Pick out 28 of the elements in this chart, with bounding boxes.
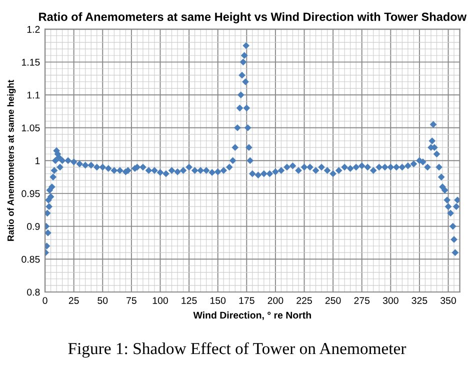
x-tick-label: 300	[382, 297, 398, 304]
y-tick-label: 0.85	[22, 256, 40, 263]
y-tick-label: 0.9	[27, 223, 40, 230]
x-tick-label: 50	[98, 297, 108, 304]
x-axis-title: Wind Direction, ° re North	[193, 311, 311, 320]
x-tick-label: 225	[296, 297, 312, 304]
x-tick-label: 0	[42, 297, 48, 304]
x-tick-label: 125	[182, 297, 197, 304]
y-tick-label: 1	[36, 157, 40, 164]
x-tick-label: 175	[239, 297, 254, 304]
chart-title: Ratio of Anemometers at same Height vs Wind Direction with Tower Shadow	[39, 12, 467, 24]
y-tick-label: 1.15	[22, 58, 40, 66]
x-tick-label: 275	[354, 297, 370, 304]
x-tick-label: 325	[412, 297, 428, 304]
x-tick-label: 200	[268, 297, 284, 304]
y-tick-label: 1.2	[27, 26, 40, 33]
y-tick-label: 0.95	[22, 190, 40, 198]
y-axis-title: Ratio of Anemometers at same height	[7, 80, 16, 241]
y-tick-label: 0.8	[27, 288, 40, 296]
x-tick-label: 250	[325, 297, 341, 304]
y-tick-label: 1.1	[27, 92, 40, 98]
x-tick-label: 100	[152, 297, 168, 304]
x-tick-label: 25	[68, 297, 79, 304]
y-tick-label: 1.05	[22, 124, 40, 132]
caption: Figure 1: Shadow Effect of Tower on Anemometer	[68, 342, 406, 358]
x-tick-label: 75	[126, 297, 136, 304]
x-tick-label: 150	[210, 297, 226, 304]
x-tick-label: 350	[440, 297, 456, 304]
